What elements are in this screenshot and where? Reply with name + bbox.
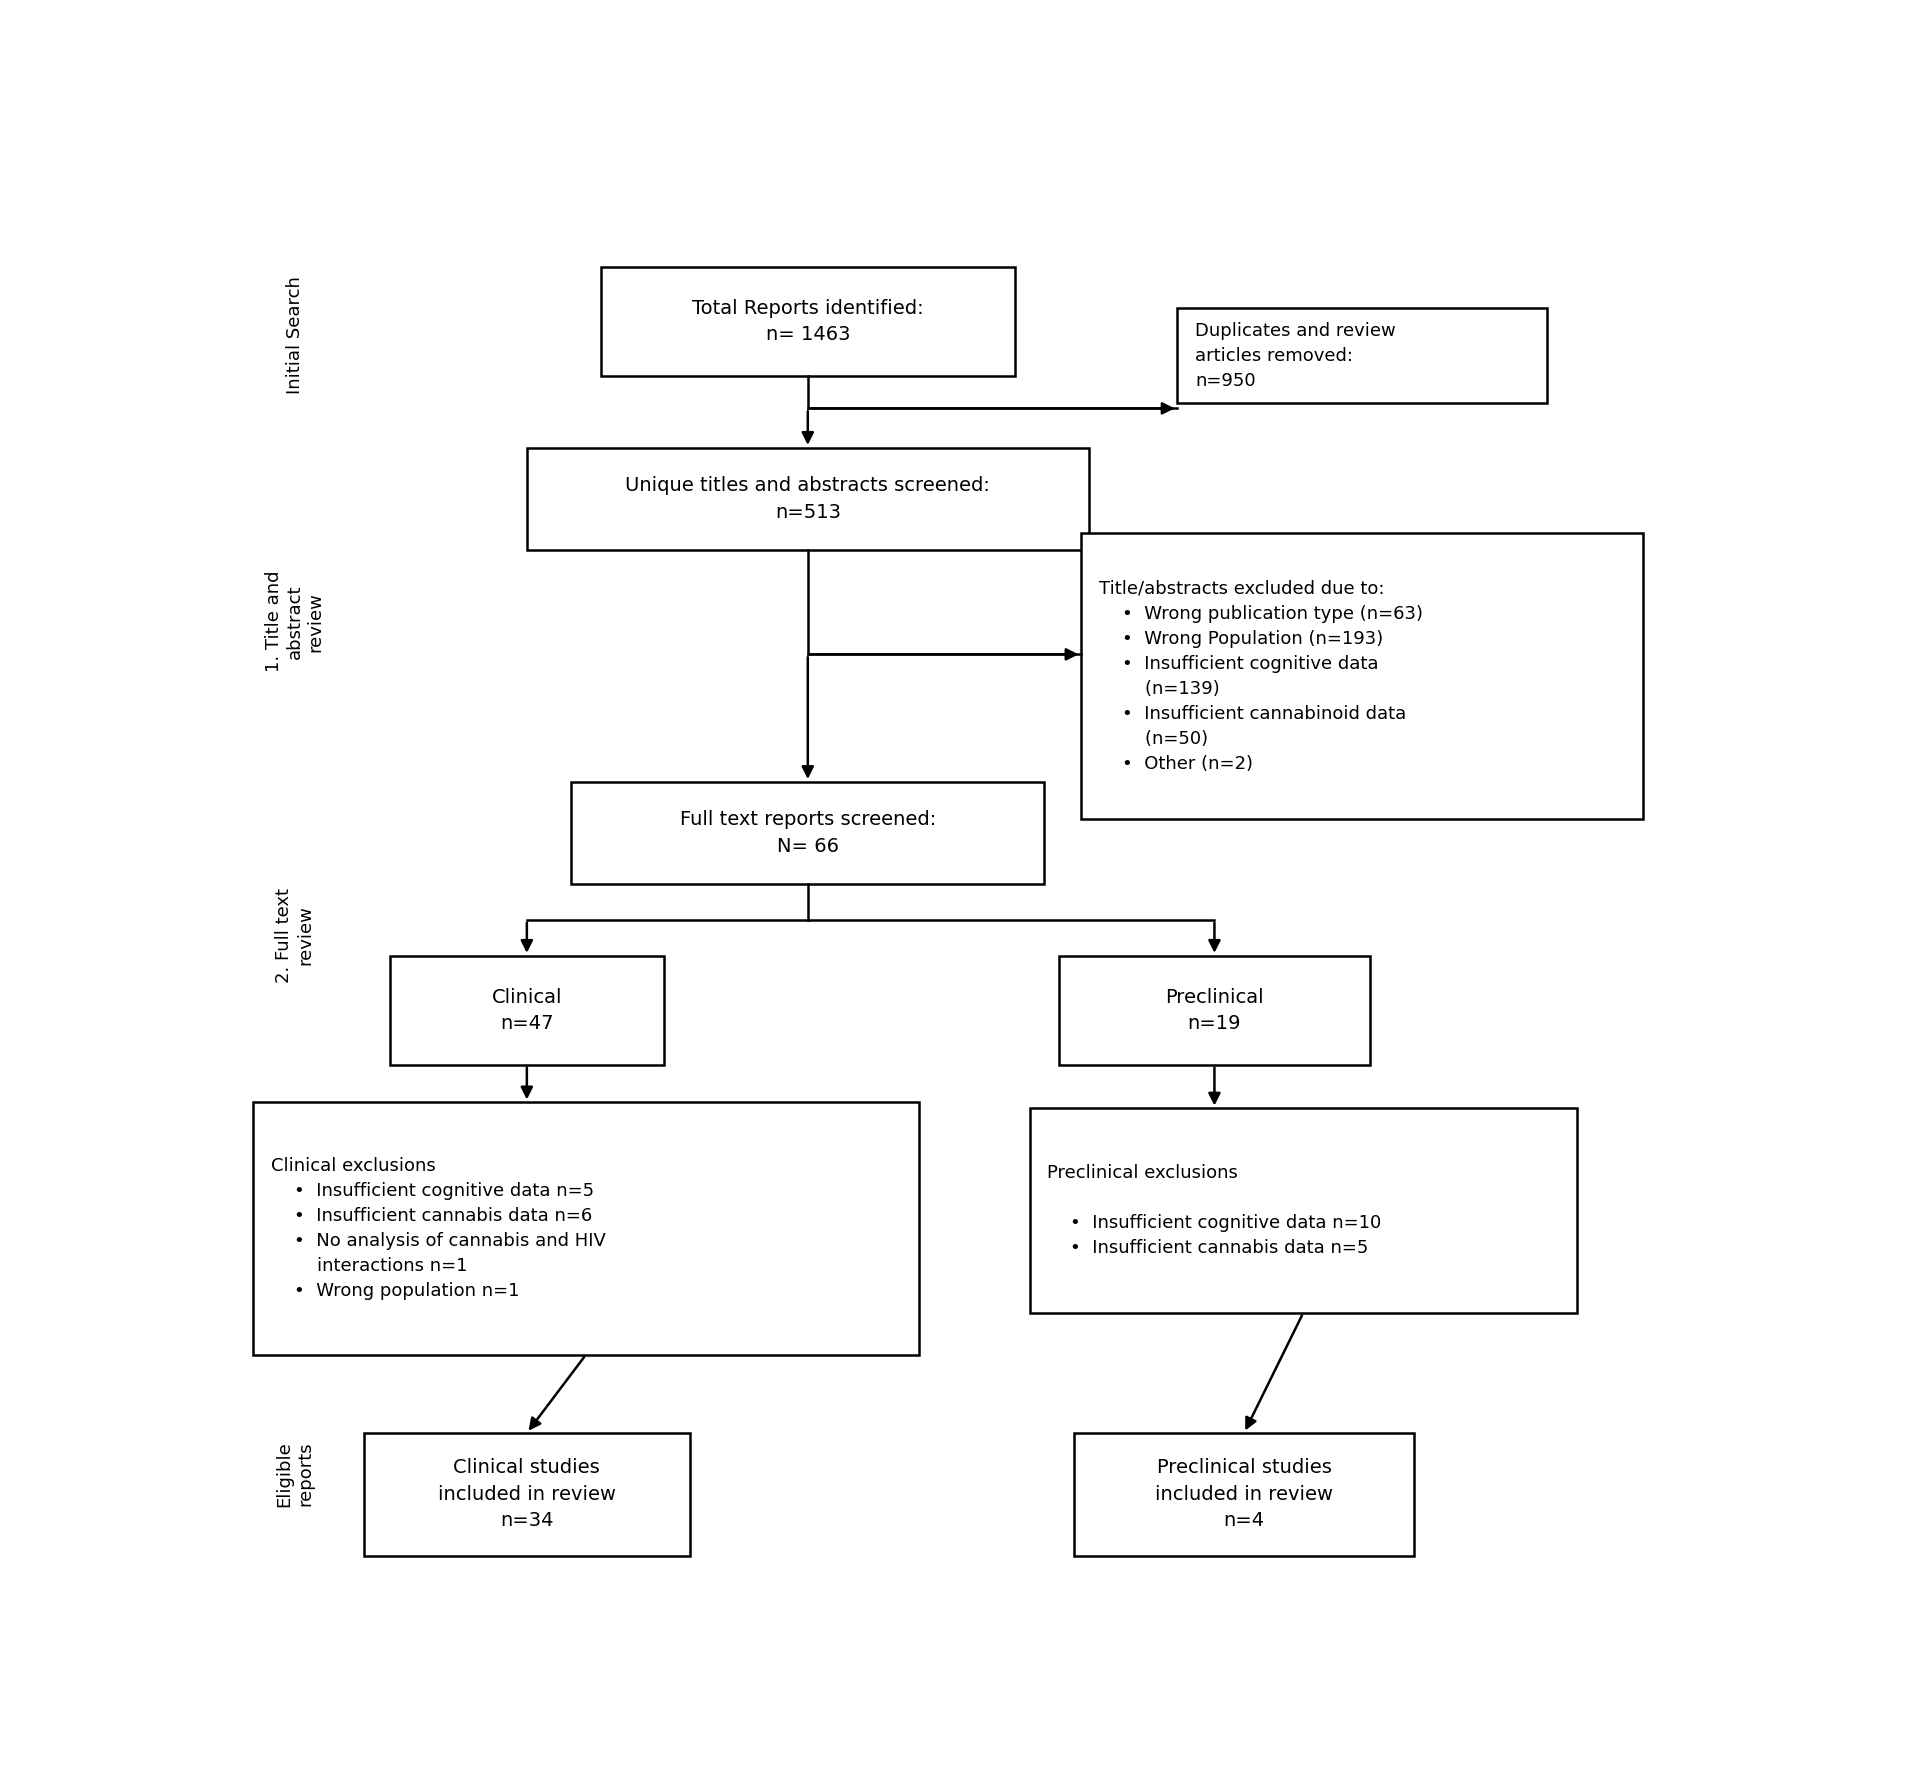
Text: 2. Full text
review: 2. Full text review [275, 887, 315, 983]
Text: Unique titles and abstracts screened:
n=513: Unique titles and abstracts screened: n=… [625, 476, 990, 522]
FancyBboxPatch shape [364, 1433, 688, 1555]
Text: Full text reports screened:
N= 66: Full text reports screened: N= 66 [679, 811, 936, 855]
Text: Preclinical exclusions

    •  Insufficient cognitive data n=10
    •  Insuffici: Preclinical exclusions • Insufficient co… [1047, 1164, 1381, 1257]
FancyBboxPatch shape [601, 267, 1015, 375]
FancyBboxPatch shape [1030, 1109, 1575, 1312]
Text: Preclinical
n=19: Preclinical n=19 [1165, 988, 1262, 1032]
FancyBboxPatch shape [254, 1102, 919, 1355]
FancyBboxPatch shape [526, 448, 1089, 551]
Text: Total Reports identified:
n= 1463: Total Reports identified: n= 1463 [692, 299, 923, 344]
Text: Clinical
n=47: Clinical n=47 [492, 988, 563, 1032]
Text: Title/abstracts excluded due to:
    •  Wrong publication type (n=63)
    •  Wro: Title/abstracts excluded due to: • Wrong… [1098, 579, 1423, 772]
FancyBboxPatch shape [1074, 1433, 1413, 1555]
FancyBboxPatch shape [570, 781, 1043, 884]
FancyBboxPatch shape [1081, 533, 1642, 820]
Text: Preclinical studies
included in review
n=4: Preclinical studies included in review n… [1154, 1458, 1333, 1530]
FancyBboxPatch shape [1177, 308, 1547, 404]
Text: Clinical exclusions
    •  Insufficient cognitive data n=5
    •  Insufficient c: Clinical exclusions • Insufficient cogni… [271, 1156, 606, 1300]
Text: 1. Title and
abstract
review: 1. Title and abstract review [265, 570, 324, 673]
Text: Initial Search: Initial Search [286, 276, 303, 395]
FancyBboxPatch shape [1058, 956, 1369, 1064]
Text: Clinical studies
included in review
n=34: Clinical studies included in review n=34 [437, 1458, 616, 1530]
Text: Duplicates and review
articles removed:
n=950: Duplicates and review articles removed: … [1194, 322, 1396, 390]
Text: Eligible
reports: Eligible reports [275, 1442, 315, 1507]
FancyBboxPatch shape [389, 956, 664, 1064]
